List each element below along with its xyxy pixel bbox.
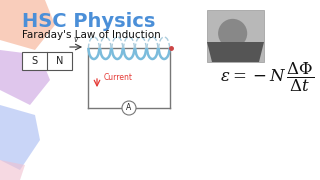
Polygon shape: [0, 50, 50, 105]
Text: Current: Current: [104, 73, 133, 82]
Circle shape: [218, 19, 247, 48]
Text: N: N: [56, 56, 64, 66]
Text: v: v: [74, 35, 78, 44]
FancyBboxPatch shape: [207, 10, 264, 62]
Text: HSC Physics: HSC Physics: [22, 12, 156, 31]
Polygon shape: [207, 42, 264, 62]
Polygon shape: [0, 160, 25, 180]
Circle shape: [122, 101, 136, 115]
Polygon shape: [0, 105, 40, 170]
FancyBboxPatch shape: [22, 52, 72, 70]
Polygon shape: [0, 0, 55, 50]
Text: Faraday's Law of Induction: Faraday's Law of Induction: [22, 30, 161, 40]
Text: S: S: [31, 56, 37, 66]
Text: $\varepsilon = -N\,\dfrac{\Delta\Phi}{\Delta t}$: $\varepsilon = -N\,\dfrac{\Delta\Phi}{\D…: [220, 60, 314, 94]
Text: A: A: [126, 103, 132, 112]
